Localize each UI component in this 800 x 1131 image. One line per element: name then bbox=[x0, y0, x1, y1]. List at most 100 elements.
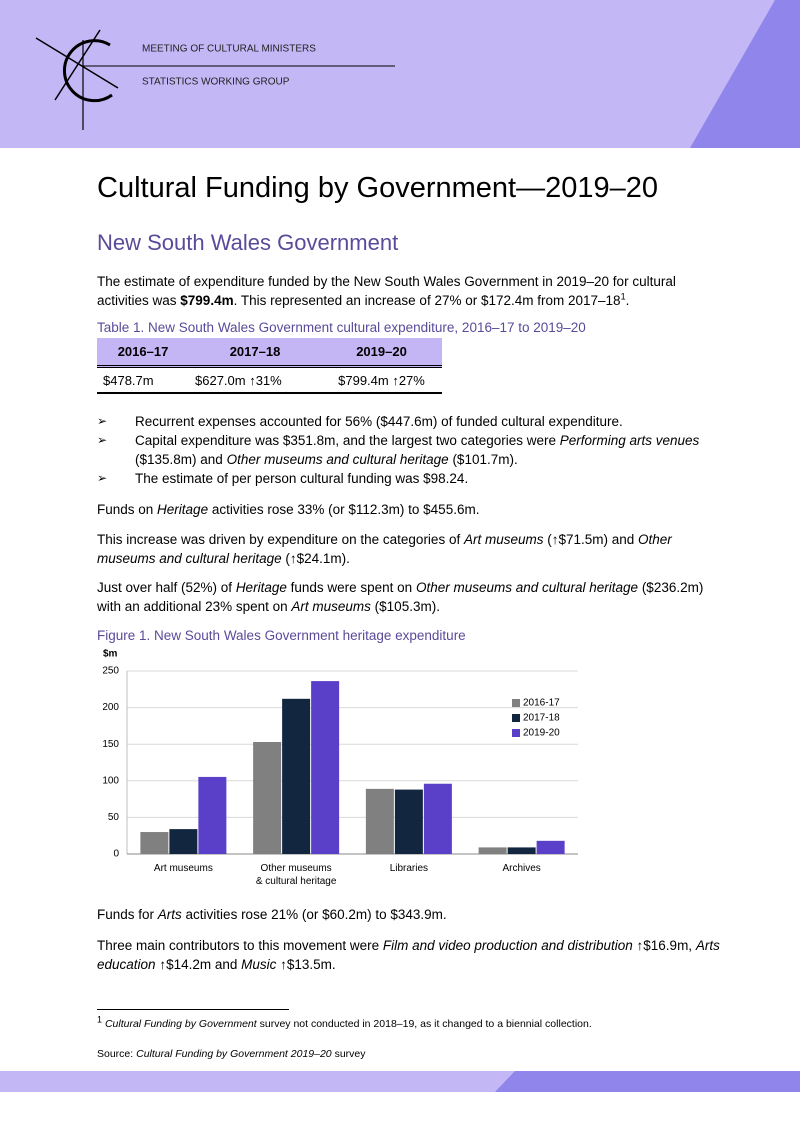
text: Cultural Funding by Government 2019–20 bbox=[136, 1048, 332, 1060]
cell: $478.7m bbox=[97, 366, 189, 394]
header-band: MEETING OF CULTURAL MINISTERS STATISTICS… bbox=[0, 0, 800, 148]
paragraph: Just over half (52%) of Heritage funds w… bbox=[97, 578, 722, 616]
text: Funds for bbox=[97, 907, 158, 922]
bar bbox=[169, 829, 198, 854]
text: Art museums bbox=[291, 599, 371, 614]
bar bbox=[140, 832, 169, 854]
text: Heritage bbox=[235, 580, 287, 595]
text: Other museums and cultural heritage bbox=[226, 452, 449, 467]
text: ($135.8m) and bbox=[135, 452, 227, 467]
footer-band bbox=[0, 1071, 800, 1092]
legend-label: 2019-20 bbox=[523, 728, 560, 739]
text: Recurrent expenses accounted for 56% ($4… bbox=[135, 414, 623, 429]
text: Just over half (52%) of bbox=[97, 580, 236, 595]
text: ($105.3m). bbox=[370, 599, 440, 614]
legend-swatch bbox=[512, 729, 520, 737]
footnote-ref: 1 bbox=[620, 291, 626, 302]
text: ↑$16.9m, bbox=[632, 938, 696, 953]
legend-swatch bbox=[512, 699, 520, 707]
text: The estimate of expenditure funded by th… bbox=[97, 274, 676, 308]
bullet: Capital expenditure was $351.8m, and the… bbox=[97, 431, 722, 469]
legend-label: 2017-18 bbox=[523, 713, 560, 724]
y-tick-label: 0 bbox=[113, 849, 119, 860]
text: Music bbox=[241, 957, 277, 972]
text: Heritage bbox=[157, 502, 209, 517]
text: Capital expenditure was $351.8m, and the… bbox=[135, 433, 560, 448]
text: Arts bbox=[157, 907, 182, 922]
x-tick-label: Libraries bbox=[389, 863, 429, 874]
subtitle: New South Wales Government bbox=[97, 230, 399, 255]
text: Cultural Funding by Government bbox=[104, 1018, 257, 1030]
x-tick-label: Other museums & cultural heritage bbox=[255, 863, 337, 887]
y-tick-label: 150 bbox=[102, 739, 119, 750]
bar bbox=[311, 681, 340, 854]
text: Other museums and cultural heritage bbox=[415, 580, 639, 595]
chart-container: $m 0 50 100 150 200 250 2016-17 2017-18 2019-20 … bbox=[97, 646, 597, 891]
bullet: The estimate of per person cultural fund… bbox=[97, 469, 722, 488]
text: Other museums and cultural heritage bbox=[97, 532, 672, 566]
cell: $627.0m ↑31% bbox=[189, 366, 321, 394]
text: Three main contributors to this movement… bbox=[97, 938, 383, 953]
text: survey not conducted in 2018–19, as it c… bbox=[256, 1018, 592, 1030]
footnote-number: 1 bbox=[97, 1014, 103, 1025]
intro: The estimate of expenditure funded by th… bbox=[97, 272, 722, 310]
bar bbox=[365, 788, 394, 854]
text: Arts education bbox=[97, 938, 720, 972]
figure-caption: Figure 1. New South Wales Government her… bbox=[97, 628, 466, 643]
text: The estimate of per person cultural fund… bbox=[135, 471, 469, 486]
text: . bbox=[625, 293, 630, 308]
title: Cultural Funding by Government—2019–20 bbox=[97, 172, 658, 204]
source: Source: Cultural Funding by Government 2… bbox=[97, 1048, 366, 1060]
text: funds were spent on bbox=[286, 580, 416, 595]
text: This increase was driven by expenditure … bbox=[97, 532, 464, 547]
header-row: 2016–17 2017–18 2019–20 bbox=[97, 338, 442, 368]
cell: $799.4m ↑27% bbox=[321, 366, 442, 394]
text: $799.4m bbox=[180, 293, 234, 308]
text: Source: bbox=[97, 1048, 137, 1060]
text: activities rose 21% (or $60.2m) to $343.… bbox=[181, 907, 447, 922]
bar bbox=[394, 789, 423, 854]
y-tick-label: 100 bbox=[102, 775, 119, 786]
text: activities rose 33% (or $112.3m) to $455… bbox=[208, 502, 480, 517]
paragraph: Funds for Arts activities rose 21% (or $… bbox=[97, 905, 722, 924]
header-cell: 2016–17 bbox=[97, 338, 189, 368]
bullet: Recurrent expenses accounted for 56% ($4… bbox=[97, 412, 722, 431]
bar bbox=[507, 847, 536, 854]
text: (↑$24.1m). bbox=[281, 551, 350, 566]
org-name: MEETING OF CULTURAL MINISTERS bbox=[142, 44, 316, 55]
y-axis-label: $m bbox=[103, 649, 118, 660]
row: $478.7m $627.0m ↑31% $799.4m ↑27% bbox=[97, 366, 442, 394]
x-tick-label: Art museums bbox=[153, 863, 213, 874]
header-cell: 2017–18 bbox=[189, 338, 321, 368]
text: (↑$71.5m) and bbox=[543, 532, 639, 547]
legend-label: 2016-17 bbox=[523, 698, 560, 709]
group-name: STATISTICS WORKING GROUP bbox=[142, 77, 290, 88]
legend-swatch bbox=[512, 714, 520, 722]
header-cell: 2019–20 bbox=[321, 338, 442, 368]
text: Funds on bbox=[97, 502, 158, 517]
text: Film and video production and distributi… bbox=[382, 938, 633, 953]
y-tick-label: 50 bbox=[108, 812, 120, 823]
paragraph: Funds on Heritage activities rose 33% (o… bbox=[97, 500, 722, 519]
text: Art museums bbox=[463, 532, 544, 547]
text: ($101.7m). bbox=[448, 452, 518, 467]
footnote: 1 Cultural Funding by Government survey … bbox=[97, 1014, 592, 1030]
y-tick-label: 200 bbox=[102, 702, 119, 713]
table-caption: Table 1. New South Wales Government cult… bbox=[97, 320, 586, 335]
table: 2016–17 2017–18 2019–20 $478.7m $627.0m … bbox=[97, 338, 442, 394]
text: survey bbox=[331, 1048, 366, 1060]
text: Performing arts venues bbox=[559, 433, 700, 448]
footnote-rule bbox=[97, 1009, 289, 1010]
bar bbox=[253, 742, 282, 854]
bar bbox=[198, 776, 227, 854]
bar bbox=[423, 783, 452, 854]
bar bbox=[536, 840, 565, 854]
text: ↑$13.5m. bbox=[276, 957, 336, 972]
text: . This represented an increase of 27% or… bbox=[233, 293, 621, 308]
paragraph: This increase was driven by expenditure … bbox=[97, 530, 722, 568]
x-tick-label: Archives bbox=[502, 863, 541, 874]
bar bbox=[282, 698, 311, 854]
chart: $m 0 50 100 150 200 250 2016-17 2017-18 2019-20 bbox=[102, 649, 578, 860]
y-tick-label: 250 bbox=[102, 666, 119, 677]
